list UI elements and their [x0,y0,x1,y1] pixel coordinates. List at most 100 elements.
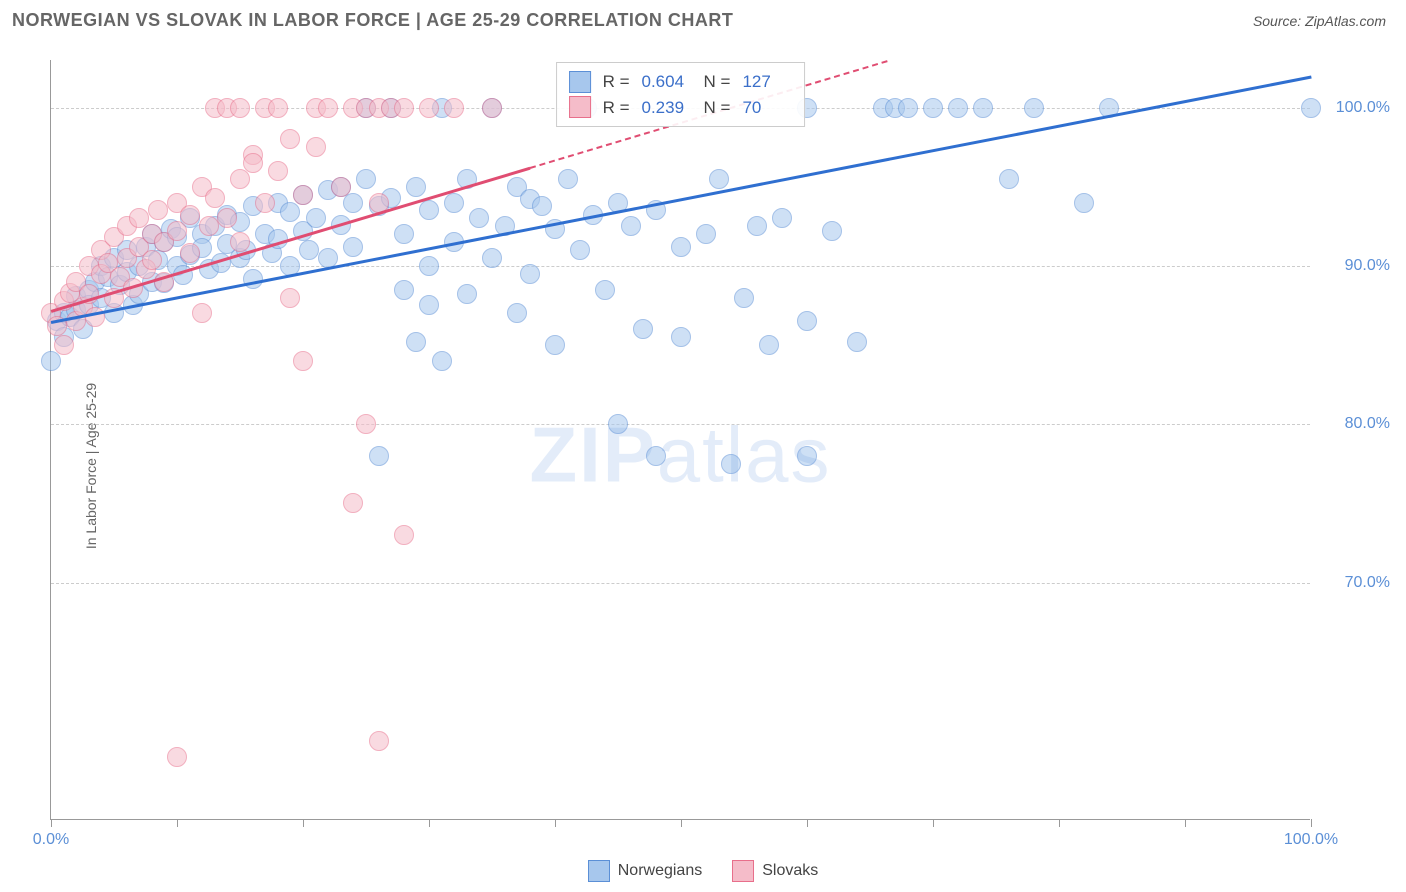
scatter-point [797,311,817,331]
x-tick [933,819,934,827]
scatter-point [432,351,452,371]
scatter-point [696,224,716,244]
scatter-point [148,200,168,220]
legend-swatch-slovaks [569,96,591,118]
scatter-point [54,335,74,355]
scatter-point [369,731,389,751]
scatter-point [482,248,502,268]
scatter-point [621,216,641,236]
x-tick [303,819,304,827]
scatter-point [847,332,867,352]
gridline-h [51,424,1310,425]
scatter-point [306,137,326,157]
scatter-point [217,208,237,228]
scatter-point [343,193,363,213]
legend-stats-row-0: R = 0.604 N = 127 [569,69,793,95]
scatter-point [230,232,250,252]
chart-wrap: In Labor Force | Age 25-29 ZIPatlas R = … [0,40,1406,892]
y-tick-label: 70.0% [1320,574,1390,592]
scatter-point [419,98,439,118]
scatter-point [85,307,105,327]
legend-n-label: N = [704,69,731,95]
scatter-point [1074,193,1094,213]
y-tick-label: 80.0% [1320,415,1390,433]
legend-n-val-0: 127 [742,69,792,95]
scatter-point [369,446,389,466]
x-tick [807,819,808,827]
watermark: ZIPatlas [529,409,831,500]
scatter-point [167,747,187,767]
scatter-point [948,98,968,118]
scatter-point [199,216,219,236]
legend-stats: R = 0.604 N = 127 R = 0.239 N = 70 [556,62,806,127]
scatter-point [1301,98,1321,118]
scatter-point [532,196,552,216]
scatter-point [142,250,162,270]
legend-stats-row-1: R = 0.239 N = 70 [569,95,793,121]
scatter-point [822,221,842,241]
scatter-point [180,205,200,225]
scatter-point [595,280,615,300]
scatter-point [192,303,212,323]
legend-swatch-norwegians [569,71,591,93]
scatter-point [331,177,351,197]
legend-r-label: R = [603,95,630,121]
scatter-point [999,169,1019,189]
scatter-point [293,185,313,205]
chart-title: NORWEGIAN VS SLOVAK IN LABOR FORCE | AGE… [12,10,733,31]
scatter-point [507,303,527,323]
x-tick-label: 0.0% [33,831,69,849]
scatter-point [633,319,653,339]
scatter-point [255,193,275,213]
scatter-point [973,98,993,118]
scatter-point [797,446,817,466]
x-tick [1185,819,1186,827]
chart-header: NORWEGIAN VS SLOVAK IN LABOR FORCE | AGE… [0,0,1406,37]
scatter-point [469,208,489,228]
scatter-point [570,240,590,260]
scatter-point [457,284,477,304]
x-tick [51,819,52,827]
x-tick [555,819,556,827]
scatter-point [419,295,439,315]
legend-r-label: R = [603,69,630,95]
scatter-point [356,169,376,189]
scatter-point [419,256,439,276]
x-tick [177,819,178,827]
scatter-point [608,414,628,434]
scatter-point [709,169,729,189]
legend-item-norwegians: Norwegians [588,860,702,882]
y-tick-label: 90.0% [1320,257,1390,275]
legend-label: Norwegians [618,862,702,880]
legend-label: Slovaks [762,862,818,880]
scatter-point [205,188,225,208]
scatter-point [759,335,779,355]
scatter-point [444,193,464,213]
scatter-point [268,161,288,181]
scatter-point [180,243,200,263]
legend-item-slovaks: Slovaks [732,860,818,882]
scatter-point [406,177,426,197]
scatter-point [299,240,319,260]
scatter-point [306,208,326,228]
scatter-point [243,153,263,173]
scatter-point [520,264,540,284]
scatter-point [558,169,578,189]
scatter-point [406,332,426,352]
legend-r-val-0: 0.604 [642,69,692,95]
scatter-plot: ZIPatlas R = 0.604 N = 127 R = 0.239 N =… [50,60,1310,820]
scatter-point [318,98,338,118]
scatter-point [280,202,300,222]
y-tick-label: 100.0% [1320,99,1390,117]
scatter-point [734,288,754,308]
x-tick [1311,819,1312,827]
scatter-point [444,98,464,118]
x-tick [429,819,430,827]
scatter-point [230,98,250,118]
legend-bottom: Norwegians Slovaks [0,860,1406,882]
scatter-point [545,335,565,355]
scatter-point [268,98,288,118]
x-tick [1059,819,1060,827]
legend-n-label: N = [704,95,731,121]
scatter-point [394,525,414,545]
